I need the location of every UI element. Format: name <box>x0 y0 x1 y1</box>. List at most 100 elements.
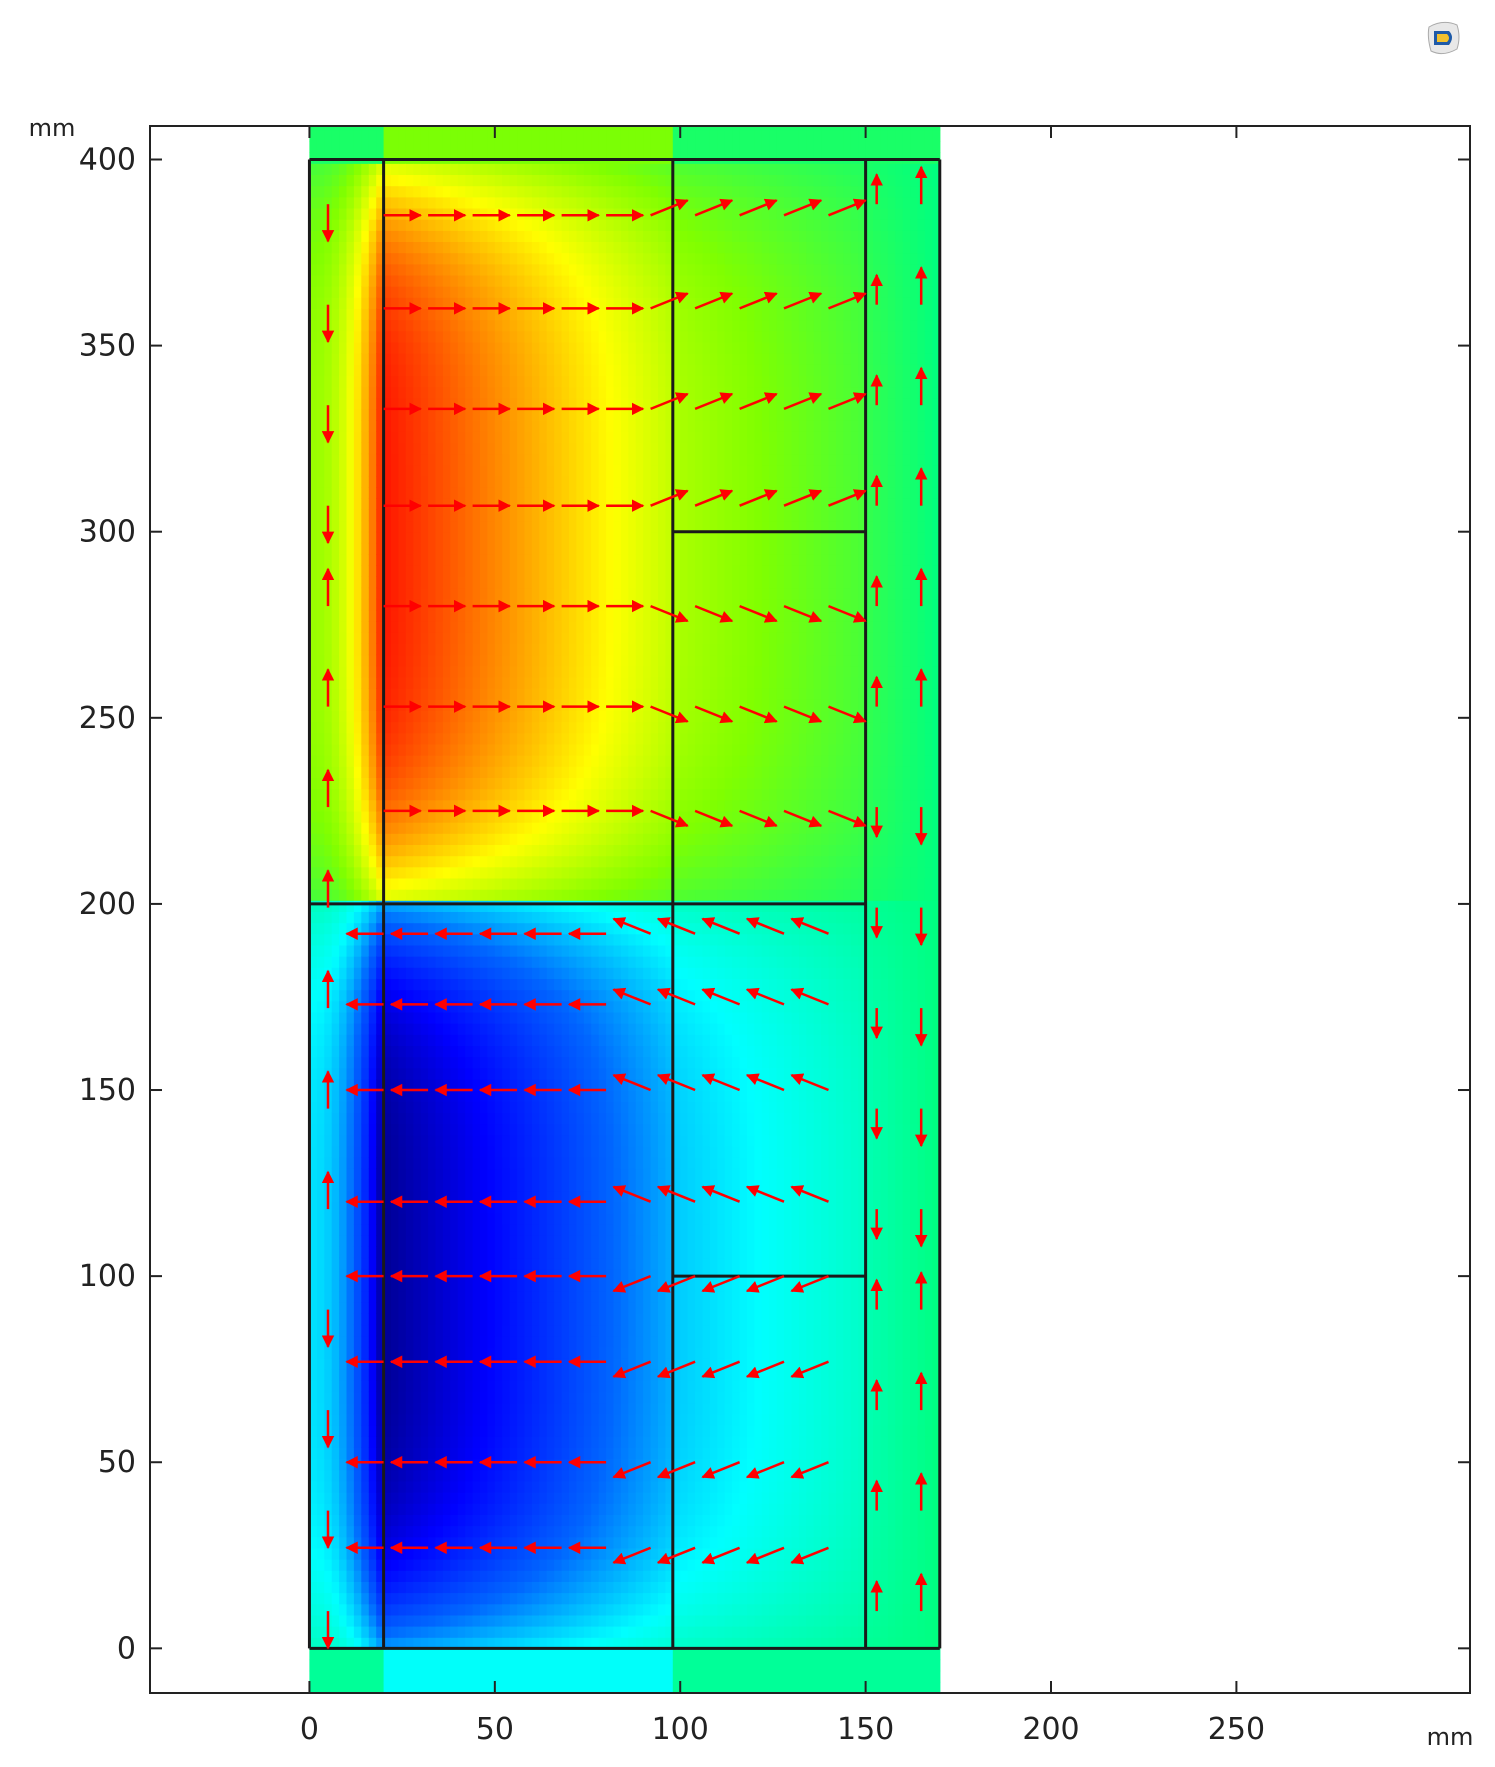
field-cell <box>346 1302 355 1314</box>
field-cell <box>450 777 459 790</box>
field-cell <box>435 1291 444 1303</box>
field-cell <box>413 944 422 957</box>
field-cell <box>376 788 385 801</box>
field-cell <box>368 1023 377 1035</box>
field-cell <box>339 420 348 432</box>
field-cell <box>405 1514 414 1527</box>
field-cell <box>413 1157 422 1169</box>
field-cell <box>391 1335 399 1348</box>
field-cell <box>517 274 526 287</box>
field-cell <box>420 442 429 455</box>
field-cell <box>472 654 481 667</box>
field-cell <box>457 721 466 734</box>
field-cell <box>376 341 385 354</box>
field-cell <box>531 1324 540 1337</box>
field-cell <box>428 1090 437 1102</box>
field-cell <box>413 1011 422 1024</box>
field-cell <box>524 654 533 667</box>
field-cell <box>546 163 555 175</box>
field-cell <box>324 743 333 756</box>
field-cell <box>368 1011 377 1024</box>
field-cell <box>383 297 392 309</box>
field-cell <box>316 1458 325 1471</box>
field-cell <box>435 967 444 979</box>
field-cell <box>561 520 570 533</box>
field-cell <box>502 330 511 343</box>
field-cell <box>465 241 474 254</box>
field-cell <box>539 777 548 790</box>
field-cell <box>316 286 325 298</box>
field-cell <box>450 1313 459 1326</box>
field-cell <box>383 442 392 455</box>
field-cell <box>539 1235 548 1247</box>
field-cell <box>502 1011 511 1024</box>
field-cell <box>502 431 511 443</box>
field-cell <box>524 710 533 723</box>
field-cell <box>531 408 540 421</box>
field-cell <box>554 542 563 555</box>
field-cell <box>480 1034 488 1046</box>
field-cell <box>465 1190 474 1203</box>
field-cell <box>569 1101 577 1113</box>
field-cell <box>413 978 422 991</box>
field-cell <box>420 1101 429 1113</box>
field-cell <box>376 877 385 890</box>
field-cell <box>405 1056 414 1069</box>
field-cell <box>539 1090 548 1102</box>
field-cell <box>494 1123 503 1136</box>
field-cell <box>361 1547 370 1560</box>
field-cell <box>531 598 540 611</box>
field-cell <box>405 1547 414 1560</box>
field-cell <box>450 688 459 700</box>
field-cell <box>435 1112 444 1125</box>
field-cell <box>353 554 362 566</box>
field-cell <box>546 1637 555 1649</box>
field-cell <box>517 1413 526 1426</box>
field-cell <box>480 1168 488 1180</box>
field-cell <box>487 1637 496 1649</box>
field-cell <box>517 520 526 533</box>
field-cell <box>398 632 407 644</box>
field-cell <box>509 397 518 410</box>
field-cell <box>361 252 370 265</box>
field-cell <box>457 1000 466 1013</box>
field-cell <box>502 1425 511 1437</box>
field-cell <box>331 1447 340 1460</box>
field-cell <box>539 1402 548 1415</box>
field-cell <box>517 1659 526 1672</box>
field-cell <box>487 777 496 790</box>
field-cell <box>435 1201 444 1214</box>
field-cell <box>494 1559 503 1571</box>
field-cell <box>450 1581 459 1594</box>
field-cell <box>494 1413 503 1426</box>
field-cell <box>561 866 570 879</box>
field-cell <box>420 1637 429 1649</box>
field-cell <box>517 565 526 577</box>
field-cell <box>353 319 362 332</box>
field-cell <box>361 1402 370 1415</box>
field-cell <box>531 219 540 231</box>
field-cell <box>531 364 540 376</box>
field-cell <box>316 967 325 979</box>
field-cell <box>561 252 570 265</box>
field-cell <box>339 1090 348 1102</box>
field-cell <box>442 1045 451 1058</box>
field-cell <box>539 565 548 577</box>
field-cell <box>442 1000 451 1013</box>
field-cell <box>405 1603 414 1616</box>
field-cell <box>502 174 511 187</box>
field-cell <box>368 1134 377 1147</box>
field-cell <box>353 967 362 979</box>
field-cell <box>450 710 459 723</box>
field-cell <box>339 1436 348 1448</box>
field-cell <box>517 1034 526 1046</box>
field-cell <box>383 609 392 622</box>
field-cell <box>398 286 407 298</box>
field-cell <box>472 1425 481 1437</box>
field-cell <box>405 822 414 834</box>
field-cell <box>376 688 385 700</box>
field-cell <box>539 743 548 756</box>
field-cell <box>361 1313 370 1326</box>
field-cell <box>376 777 385 790</box>
field-cell <box>569 1637 577 1649</box>
